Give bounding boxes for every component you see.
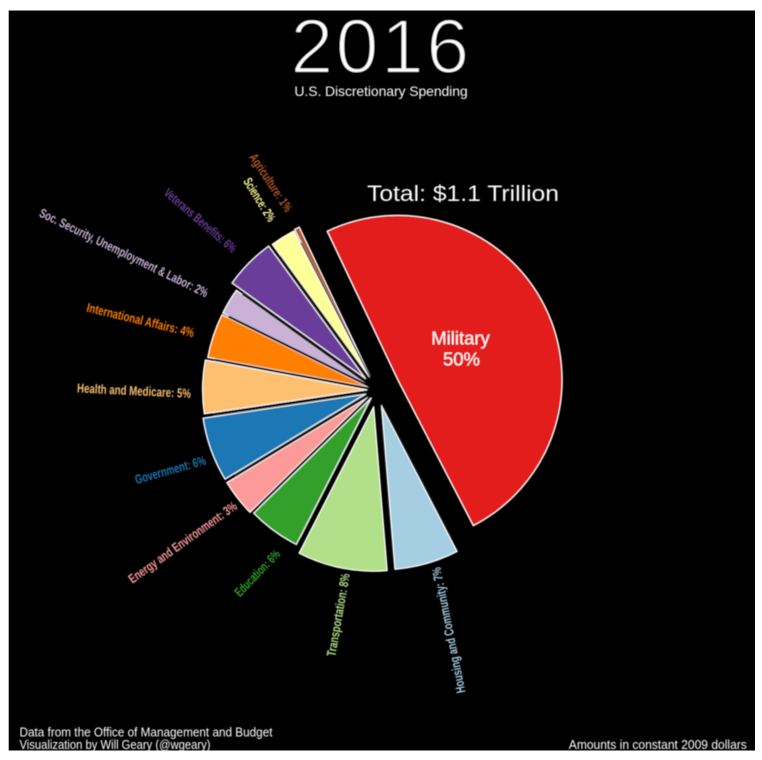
svg-text:Health and Medicare: 5%: Health and Medicare: 5% xyxy=(77,380,192,401)
svg-text:2016: 2016 xyxy=(290,4,471,90)
svg-text:50%: 50% xyxy=(443,349,480,370)
svg-text:Total: $1.1 Trillion: Total: $1.1 Trillion xyxy=(367,181,559,206)
svg-text:Data from the Office of Manage: Data from the Office of Management and B… xyxy=(20,726,273,740)
svg-text:Visualization by Will Geary (@: Visualization by Will Geary (@wgeary) xyxy=(20,738,211,752)
svg-text:U.S. Discretionary Spending: U.S. Discretionary Spending xyxy=(294,83,467,99)
svg-text:Amounts in constant 2009 dolla: Amounts in constant 2009 dollars xyxy=(569,738,747,752)
svg-text:Military: Military xyxy=(431,328,490,349)
